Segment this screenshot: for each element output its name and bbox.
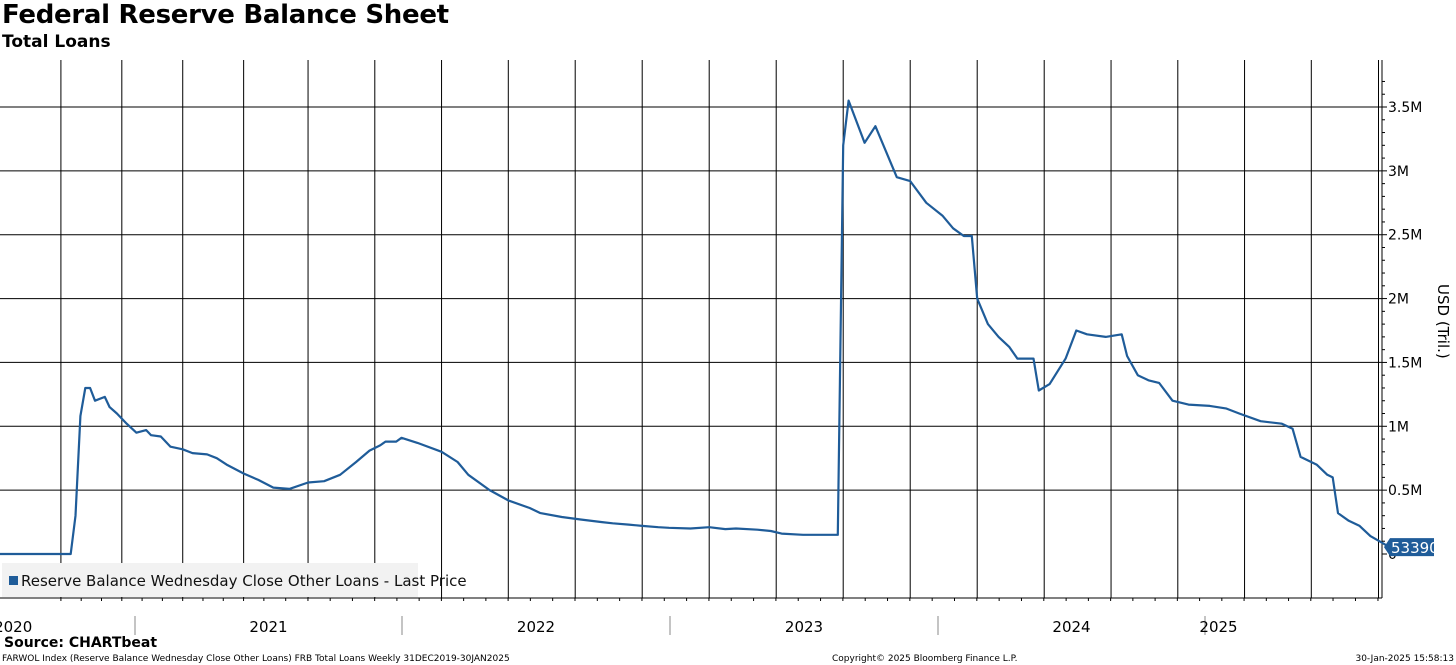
y-tick-label: 0.5M [1388, 483, 1422, 499]
y-tick-label: 3.5M [1388, 100, 1422, 116]
chart-title: Federal Reserve Balance Sheet [2, 0, 449, 30]
y-tick-label: 1.5M [1388, 355, 1422, 371]
series-line [0, 99, 1390, 556]
timestamp: 30-Jan-2025 15:58:13 [1355, 654, 1454, 664]
series-layer [0, 99, 1390, 556]
legend-box [2, 563, 418, 597]
x-year-label: 2025 [1199, 618, 1237, 636]
copyright: Copyright© 2025 Bloomberg Finance L.P. [832, 654, 1018, 664]
chart-subtitle: Total Loans [2, 32, 111, 52]
x-year-label: 2022 [517, 618, 555, 636]
y-tick-label: 2.5M [1388, 228, 1422, 244]
last-price-value: 53390 [1391, 539, 1439, 557]
y-tick-label: 2M [1388, 292, 1409, 308]
index-info: FARWOL Index (Reserve Balance Wednesday … [2, 654, 510, 664]
legend-swatch [9, 576, 18, 585]
x-year-label: 2023 [785, 618, 823, 636]
legend-label: Reserve Balance Wednesday Close Other Lo… [21, 572, 467, 590]
last-price-badge [1384, 538, 1434, 557]
source-note: Source: CHARTbeat [4, 635, 158, 651]
y-tick-label: 3M [1388, 164, 1409, 180]
chart-grid [0, 60, 1383, 599]
legend: Reserve Balance Wednesday Close Other Lo… [2, 563, 467, 597]
y-axis-label: USD (Tril.) [1434, 284, 1452, 359]
y-tick-label: 1M [1388, 419, 1409, 435]
x-year-label: 2024 [1052, 618, 1090, 636]
x-year-label: 2021 [249, 618, 287, 636]
